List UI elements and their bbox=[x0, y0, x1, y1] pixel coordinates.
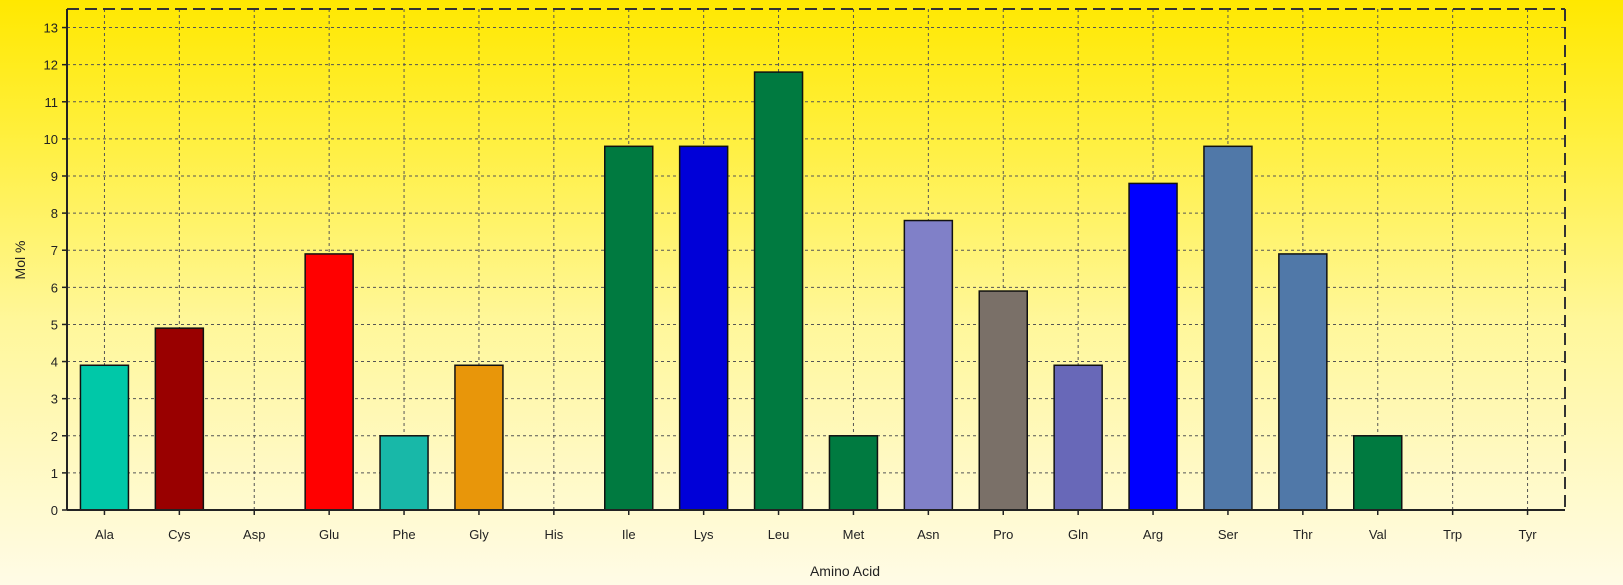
x-tick-labels: Ala Cys Asp Glu Phe Gly His Ile Lys Leu Met Asn Pro G… bbox=[95, 527, 1537, 542]
x-tick-label: Phe bbox=[392, 527, 415, 542]
bar-phe bbox=[379, 435, 429, 511]
bar-met bbox=[828, 435, 879, 511]
y-tick-label: 3 bbox=[51, 392, 58, 407]
grid bbox=[67, 9, 1565, 510]
x-tick-label: Trp bbox=[1443, 527, 1462, 542]
y-tick-label: 10 bbox=[44, 132, 58, 147]
x-tick-label: Leu bbox=[768, 527, 790, 542]
x-tick-label: Gln bbox=[1068, 527, 1088, 542]
y-tick-label: 1 bbox=[51, 466, 58, 481]
x-tick-label: Tyr bbox=[1519, 527, 1538, 542]
y-axis-title: Mol % bbox=[12, 241, 28, 280]
x-tick-label: Ala bbox=[95, 527, 115, 542]
y-tick-label: 9 bbox=[51, 169, 58, 184]
x-tick-label: Asp bbox=[243, 527, 265, 542]
x-tick-label: Cys bbox=[168, 527, 191, 542]
bar-gly bbox=[454, 364, 504, 511]
bar-cys bbox=[154, 327, 205, 511]
bar-val bbox=[1353, 435, 1403, 511]
bar-lys bbox=[678, 145, 729, 511]
y-tick-label: 7 bbox=[51, 243, 58, 258]
y-tick-label: 0 bbox=[51, 503, 58, 518]
bar-asn bbox=[903, 219, 954, 511]
y-tick-label: 12 bbox=[44, 58, 58, 73]
x-tick-label: Met bbox=[843, 527, 865, 542]
x-tick-label: Ile bbox=[622, 527, 636, 542]
x-tick-label: Ser bbox=[1218, 527, 1239, 542]
x-axis-title: Amino Acid bbox=[810, 563, 880, 579]
x-tick-label: Pro bbox=[993, 527, 1013, 542]
y-tick-label: 5 bbox=[51, 317, 58, 332]
y-tick-label: 6 bbox=[51, 280, 58, 295]
bar-leu bbox=[753, 71, 804, 511]
x-tick-label: Thr bbox=[1293, 527, 1313, 542]
y-tick-label: 13 bbox=[44, 21, 58, 36]
y-tick-label: 8 bbox=[51, 206, 58, 221]
x-tick-label: Asn bbox=[917, 527, 939, 542]
x-tick-label: Val bbox=[1369, 527, 1387, 542]
bar-pro bbox=[978, 290, 1028, 511]
x-tick-label: Lys bbox=[694, 527, 714, 542]
x-tick-label: Arg bbox=[1143, 527, 1163, 542]
x-tick-label: His bbox=[544, 527, 563, 542]
bar-ala bbox=[79, 364, 130, 511]
x-tick-label: Gly bbox=[469, 527, 489, 542]
bars bbox=[79, 71, 1403, 511]
y-tick-label: 4 bbox=[51, 355, 58, 370]
axes bbox=[62, 8, 1566, 515]
bar-arg bbox=[1128, 182, 1178, 511]
bar-glu bbox=[304, 253, 354, 511]
y-tick-label: 11 bbox=[45, 95, 59, 110]
bar-thr bbox=[1278, 253, 1328, 511]
bar-ile bbox=[604, 145, 654, 511]
x-tick-label: Glu bbox=[319, 527, 339, 542]
y-tick-label: 2 bbox=[51, 429, 58, 444]
bar-gln bbox=[1053, 364, 1103, 511]
bar-ser bbox=[1203, 145, 1253, 511]
